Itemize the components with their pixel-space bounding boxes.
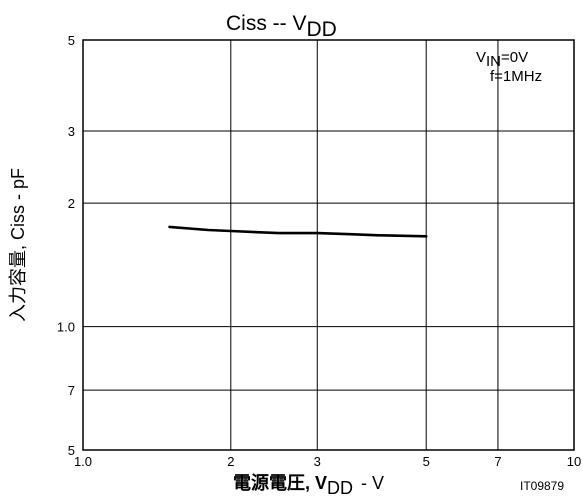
annotation-vin-tail: =0V [501,49,528,66]
annotation-freq: f=1MHz [490,68,542,85]
y-tick-labels: 5 7 1.0 2 3 5 [57,33,75,458]
x-tick-label: 1.0 [74,454,92,469]
x-tick-label: 5 [423,454,430,469]
y-tick-label: 5 [68,33,75,48]
plot-grid [83,40,574,450]
y-axis-label: 入力容量, Ciss - pF [8,168,28,322]
x-tick-label: 7 [494,454,501,469]
plot-frame [82,39,575,451]
figure-code: IT09879 [520,479,564,493]
chart-title-main: Ciss -- V [226,12,307,35]
x-tick-label: 2 [227,454,234,469]
y-tick-label: 7 [68,383,75,398]
annotation-vin: VIN=0V [476,49,528,70]
x-axis-label-tail: - V [361,473,384,493]
x-axis-label: 電源電圧, VDD - V [233,472,384,498]
y-tick-label: 3 [68,124,75,139]
series-layer [168,225,428,238]
y-tick-label: 1.0 [57,320,75,335]
annotation-vin-sub: IN [486,53,501,70]
y-tick-label: 2 [68,196,75,211]
annotation-vin-main: V [476,49,486,66]
chart-title-sub: DD [307,18,337,41]
y-tick-label: 5 [68,443,75,458]
x-tick-label: 10 [567,454,581,469]
chart-title: Ciss -- VDD [226,12,337,41]
x-axis-label-main: 電源電圧, V [233,472,327,493]
x-axis-label-sub: DD [327,478,353,498]
series-line [168,225,428,238]
x-tick-labels: 1.0 2 3 5 7 10 [74,454,581,469]
x-tick-label: 3 [314,454,321,469]
